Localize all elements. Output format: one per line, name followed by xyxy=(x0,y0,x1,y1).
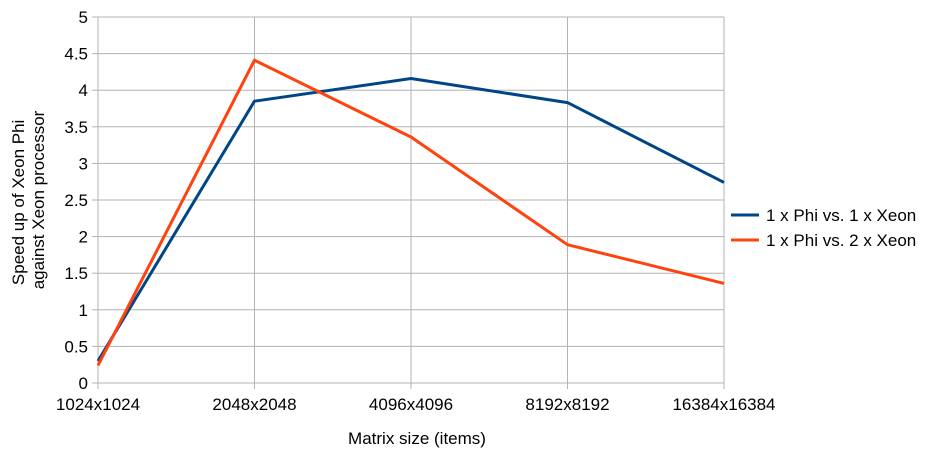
y-tick-label: 2 xyxy=(79,228,88,247)
x-tick-label: 2048x2048 xyxy=(212,395,296,414)
legend: 1 x Phi vs. 1 x Xeon 1 x Phi vs. 2 x Xeon xyxy=(731,206,916,250)
series-line-1 xyxy=(96,77,725,362)
y-tick-label: 4 xyxy=(79,81,88,100)
y-tick-label: 1 xyxy=(79,301,88,320)
x-tick-label: 8192x8192 xyxy=(525,395,609,414)
y-tick-label: 2.5 xyxy=(64,191,88,210)
x-tick-label: 1024x1024 xyxy=(56,395,140,414)
gridlines xyxy=(92,16,725,389)
x-tick-label: 4096x4096 xyxy=(369,395,453,414)
x-tick-labels: 1024x1024 2048x2048 4096x4096 8192x8192 1638… xyxy=(56,395,776,414)
y-tick-label: 0 xyxy=(79,374,88,393)
series-line-2 xyxy=(96,58,725,367)
y-tick-label: 5 xyxy=(79,8,88,27)
y-tick-label: 1.5 xyxy=(64,264,88,283)
y-tick-label: 3 xyxy=(79,154,88,173)
series-lines xyxy=(96,58,725,367)
y-tick-label: 0.5 xyxy=(64,337,88,356)
y-axis-title-line-1: Speed up of Xeon Phi xyxy=(9,120,28,285)
y-tick-label: 3.5 xyxy=(64,118,88,137)
legend-label-1: 1 x Phi vs. 1 x Xeon xyxy=(766,206,916,225)
y-axis-title-line-2: against Xeon processor xyxy=(29,110,48,289)
y-tick-label: 4.5 xyxy=(64,45,88,64)
x-tick-label: 16384x16384 xyxy=(672,395,775,414)
y-axis-title: Speed up of Xeon Phi against Xeon proces… xyxy=(9,110,48,289)
legend-label-2: 1 x Phi vs. 2 x Xeon xyxy=(766,231,916,250)
x-axis-title: Matrix size (items) xyxy=(348,429,486,448)
y-tick-labels: 0 0.5 1 1.5 2 2.5 3 3.5 4 4.5 5 xyxy=(64,8,88,393)
